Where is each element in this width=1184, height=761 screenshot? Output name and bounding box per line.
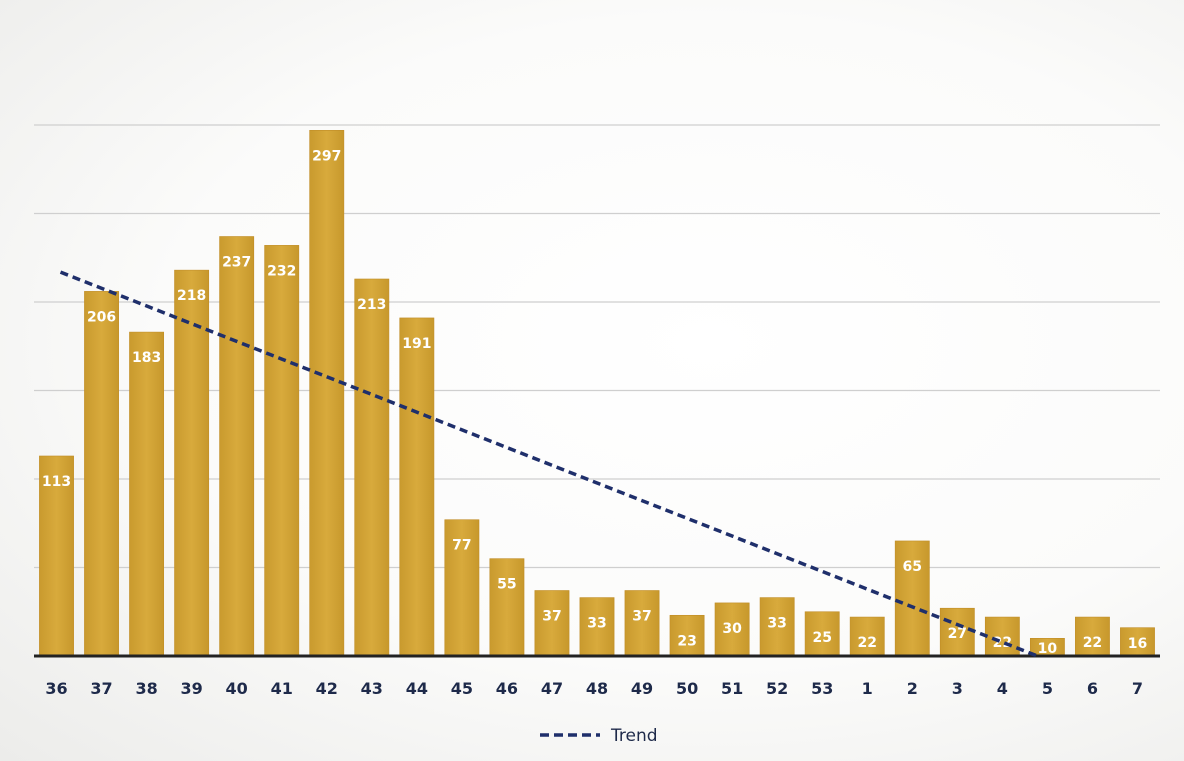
bar-value-label: 33	[767, 616, 786, 632]
bar-value-label: 113	[42, 474, 71, 490]
bar-value-label: 30	[722, 621, 742, 637]
bar-value-label: 77	[452, 538, 471, 554]
bar-value-label: 213	[357, 297, 386, 313]
x-tick-label: 7	[1132, 679, 1143, 698]
trend-line-group	[59, 270, 1039, 658]
legend: Trend	[540, 726, 658, 746]
x-tick-label: 1	[862, 679, 873, 698]
x-tick-label: 45	[451, 679, 473, 698]
x-tick-label: 38	[135, 679, 157, 698]
x-tick-label: 3	[952, 679, 963, 698]
bar-value-label: 22	[857, 635, 876, 651]
bar-value-label: 297	[312, 148, 341, 164]
x-tick-label: 44	[406, 679, 428, 698]
x-tick-label: 52	[766, 679, 788, 698]
bar	[399, 317, 435, 657]
bar-value-label: 237	[222, 255, 251, 271]
bar	[984, 616, 1020, 657]
x-tick-label: 49	[631, 679, 653, 698]
x-tick-label: 37	[90, 679, 112, 698]
bar	[759, 597, 795, 657]
bar-value-label: 37	[542, 609, 561, 625]
bar-value-label: 27	[948, 626, 967, 642]
bar-value-label: 183	[132, 350, 161, 366]
bar-value-label: 16	[1128, 636, 1147, 652]
bar	[534, 590, 570, 657]
legend-trend-label: Trend	[610, 726, 658, 746]
bar	[624, 590, 660, 657]
bar	[354, 278, 390, 657]
bar-value-label: 23	[677, 633, 696, 649]
x-tick-label: 6	[1087, 679, 1098, 698]
bar-value-label: 191	[402, 336, 431, 352]
bar	[444, 519, 480, 657]
bar-value-label: 218	[177, 288, 206, 304]
bar-value-label: 33	[587, 616, 606, 632]
trend-line	[59, 270, 1039, 658]
bar	[309, 130, 345, 657]
x-tick-label: 43	[361, 679, 383, 698]
bar-value-label: 37	[632, 609, 651, 625]
bar	[714, 602, 750, 657]
x-tick-label: 42	[316, 679, 338, 698]
x-tick-label: 48	[586, 679, 608, 698]
bar	[84, 291, 119, 657]
x-tick-label: 41	[271, 679, 293, 698]
x-tick-label: 53	[811, 679, 833, 698]
x-tick-label: 50	[676, 679, 698, 698]
x-tick-label: 46	[496, 679, 518, 698]
bar	[894, 540, 930, 657]
bar	[579, 597, 615, 657]
bar	[174, 269, 210, 657]
bar-value-label: 25	[812, 630, 831, 646]
x-tick-label: 40	[226, 679, 248, 698]
x-tick-label: 51	[721, 679, 743, 698]
bar	[489, 558, 525, 657]
bar	[939, 607, 975, 657]
x-tick-label: 5	[1042, 679, 1053, 698]
x-axis: 36 37 38 39 40 41 42 43 44 45 46 47 48 49 50 51 52 53 1 2 3 4…	[34, 654, 1160, 698]
bar	[669, 614, 705, 657]
x-tick-label: 2	[907, 679, 918, 698]
bar	[219, 236, 255, 657]
bar-value-label: 22	[1083, 635, 1102, 651]
x-tick-label: 36	[45, 679, 67, 698]
bar	[849, 616, 885, 657]
bar	[129, 331, 165, 657]
bar-value-label: 55	[497, 577, 516, 593]
bar	[264, 245, 300, 657]
bar-value-label: 10	[1038, 641, 1058, 657]
x-tick-label: 39	[181, 679, 203, 698]
bar-value-label: 232	[267, 263, 296, 279]
bar-value-label: 65	[903, 559, 922, 575]
x-tick-label: 4	[997, 679, 1008, 698]
bar	[1120, 627, 1155, 657]
bar-value-label: 206	[87, 309, 116, 325]
bar	[1075, 616, 1110, 657]
bars	[39, 130, 1155, 657]
x-tick-label: 47	[541, 679, 563, 698]
